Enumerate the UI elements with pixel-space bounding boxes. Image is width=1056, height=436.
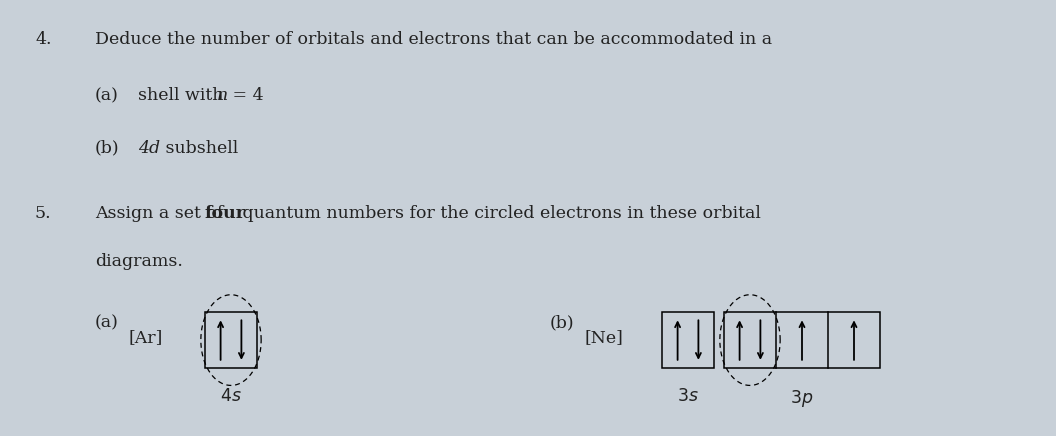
Text: $3p$: $3p$ <box>790 388 813 409</box>
Text: quantum numbers for the circled electrons in these orbital: quantum numbers for the circled electron… <box>238 205 761 222</box>
Text: (b): (b) <box>95 140 119 157</box>
Text: $3s$: $3s$ <box>677 388 699 405</box>
Bar <box>724 312 880 368</box>
Bar <box>205 312 257 368</box>
Text: 4d: 4d <box>138 140 161 157</box>
Text: subshell: subshell <box>161 140 239 157</box>
Text: 4.: 4. <box>35 31 52 48</box>
Text: [Ar]: [Ar] <box>128 330 163 346</box>
Text: = 4: = 4 <box>227 87 264 104</box>
Text: (a): (a) <box>95 314 119 331</box>
Text: n: n <box>218 87 228 104</box>
Text: (a): (a) <box>95 87 119 104</box>
Text: (b): (b) <box>550 314 574 331</box>
Text: shell with: shell with <box>138 87 229 104</box>
Bar <box>662 312 714 368</box>
Text: four: four <box>205 205 246 222</box>
Text: [Ne]: [Ne] <box>585 330 624 346</box>
Text: $4s$: $4s$ <box>220 388 242 405</box>
Text: Deduce the number of orbitals and electrons that can be accommodated in a: Deduce the number of orbitals and electr… <box>95 31 772 48</box>
Text: Assign a set of: Assign a set of <box>95 205 229 222</box>
Text: 5.: 5. <box>35 205 52 222</box>
Text: diagrams.: diagrams. <box>95 253 183 270</box>
